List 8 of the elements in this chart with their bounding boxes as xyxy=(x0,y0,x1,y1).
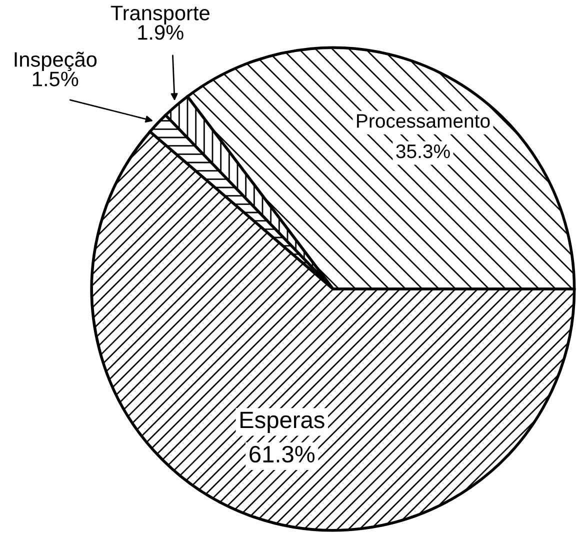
slice-label: Inspeção xyxy=(14,52,97,72)
slice-label: Transporte xyxy=(110,6,210,24)
data-label: 61.3% xyxy=(250,446,315,463)
data-label: 1.9% xyxy=(138,25,184,40)
data-label: 1.5% xyxy=(33,72,78,86)
data-label: 35.3% xyxy=(396,144,450,158)
slice-label: Processamento xyxy=(357,114,490,128)
slice-label: Esperas xyxy=(240,412,324,433)
